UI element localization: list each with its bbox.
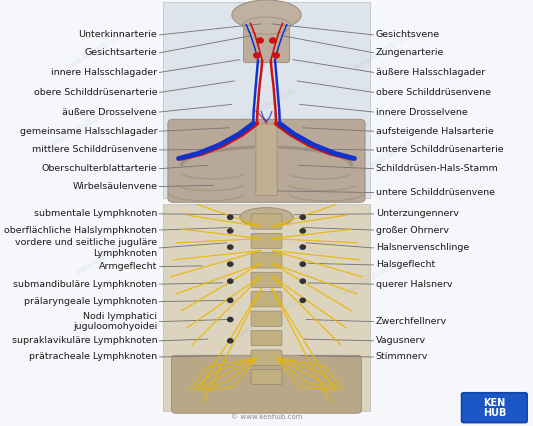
Text: Nodi lymphatici
juguloomohyoidei: Nodi lymphatici juguloomohyoidei [73,312,157,331]
Text: www.kenhub.com: www.kenhub.com [368,128,431,170]
Text: mittlere Schilddrüsenvene: mittlere Schilddrüsenvene [32,145,157,155]
FancyBboxPatch shape [251,331,282,346]
Text: Gesichtsarterie: Gesichtsarterie [85,48,157,58]
Ellipse shape [240,207,293,227]
Text: www.kenhub.com: www.kenhub.com [64,30,127,72]
Text: submentale Lymphknoten: submentale Lymphknoten [34,209,157,219]
FancyBboxPatch shape [251,350,282,365]
Text: Halsgeflecht: Halsgeflecht [376,260,435,270]
Text: prälaryngeale Lymphknoten: prälaryngeale Lymphknoten [24,297,157,306]
Circle shape [257,38,263,43]
Text: Oberschulterblattarterie: Oberschulterblattarterie [42,164,157,173]
Text: © www.kenhub.com: © www.kenhub.com [231,414,302,420]
Text: äußere Halsschlagader: äußere Halsschlagader [376,68,485,77]
FancyBboxPatch shape [251,369,282,385]
Text: Stimmnerv: Stimmnerv [376,352,428,362]
Text: vordere und seitliche juguläre
Lymphknoten: vordere und seitliche juguläre Lymphknot… [15,238,157,258]
FancyBboxPatch shape [251,214,282,229]
Text: Halsnervenschlinge: Halsnervenschlinge [376,243,469,253]
FancyBboxPatch shape [462,393,527,423]
FancyBboxPatch shape [163,204,370,411]
Text: www.kenhub.com: www.kenhub.com [235,86,298,127]
FancyBboxPatch shape [172,355,361,413]
Text: Unterzungennerv: Unterzungennerv [376,209,459,219]
Text: Unterkinnarterie: Unterkinnarterie [78,30,157,40]
Text: untere Schilddrüsenarterie: untere Schilddrüsenarterie [376,145,503,155]
Text: großer Ohrnerv: großer Ohrnerv [376,225,449,235]
FancyBboxPatch shape [251,311,282,326]
Text: www.kenhub.com: www.kenhub.com [75,235,138,276]
Text: gemeinsame Halsschlagader: gemeinsame Halsschlagader [20,127,157,136]
Circle shape [228,298,233,302]
Text: obere Schilddrüsenvene: obere Schilddrüsenvene [376,88,491,97]
Circle shape [228,339,233,343]
Text: www.kenhub.com: www.kenhub.com [342,256,405,298]
Circle shape [300,262,305,266]
FancyBboxPatch shape [251,233,282,249]
Text: untere Schilddrüsenvene: untere Schilddrüsenvene [376,188,495,197]
Text: submandibuläre Lymphknoten: submandibuläre Lymphknoten [13,279,157,289]
Text: www.kenhub.com: www.kenhub.com [49,107,111,149]
Circle shape [300,229,305,233]
Text: Armgeflecht: Armgeflecht [99,262,157,271]
Text: Wirbelsäulenvene: Wirbelsäulenvene [72,182,157,191]
Circle shape [300,279,305,283]
Circle shape [273,53,279,58]
Text: äußere Drosselvene: äußere Drosselvene [62,107,157,117]
Text: Vagusnerv: Vagusnerv [376,336,426,345]
FancyBboxPatch shape [251,253,282,268]
Circle shape [300,215,305,219]
Text: querer Halsnerv: querer Halsnerv [376,279,453,289]
Text: innere Halsschlagader: innere Halsschlagader [51,68,157,77]
Text: www.kenhub.com: www.kenhub.com [352,30,415,72]
Circle shape [228,317,233,322]
Circle shape [228,215,233,219]
FancyBboxPatch shape [256,124,277,196]
Circle shape [228,245,233,249]
FancyBboxPatch shape [168,119,365,202]
FancyBboxPatch shape [251,272,282,288]
Text: obere Schilddrüsenarterie: obere Schilddrüsenarterie [34,88,157,97]
Circle shape [228,279,233,283]
Ellipse shape [232,0,301,30]
Text: www.kenhub.com: www.kenhub.com [235,299,298,340]
Text: innere Drosselvene: innere Drosselvene [376,107,467,117]
Circle shape [300,298,305,302]
Text: HUB: HUB [483,408,506,418]
FancyBboxPatch shape [163,2,370,198]
Circle shape [228,262,233,266]
Circle shape [270,38,276,43]
Circle shape [254,53,260,58]
Circle shape [228,229,233,233]
Ellipse shape [243,17,290,34]
Text: Zwerchfellnerv: Zwerchfellnerv [376,317,447,326]
Text: prätracheale Lymphknoten: prätracheale Lymphknoten [29,352,157,362]
Text: aufsteigende Halsarterie: aufsteigende Halsarterie [376,127,494,136]
Text: oberflächliche Halslymphknoten: oberflächliche Halslymphknoten [4,225,157,235]
Text: KEN: KEN [483,398,505,408]
Text: Schilddrüsen-Hals-Stamm: Schilddrüsen-Hals-Stamm [376,164,498,173]
Text: supraklavikuläre Lymphknoten: supraklavikuläre Lymphknoten [12,336,157,345]
Text: Zungenarterie: Zungenarterie [376,48,444,58]
Text: Gesichtsvene: Gesichtsvene [376,30,440,40]
FancyBboxPatch shape [244,26,289,63]
Circle shape [300,245,305,249]
FancyBboxPatch shape [251,291,282,307]
